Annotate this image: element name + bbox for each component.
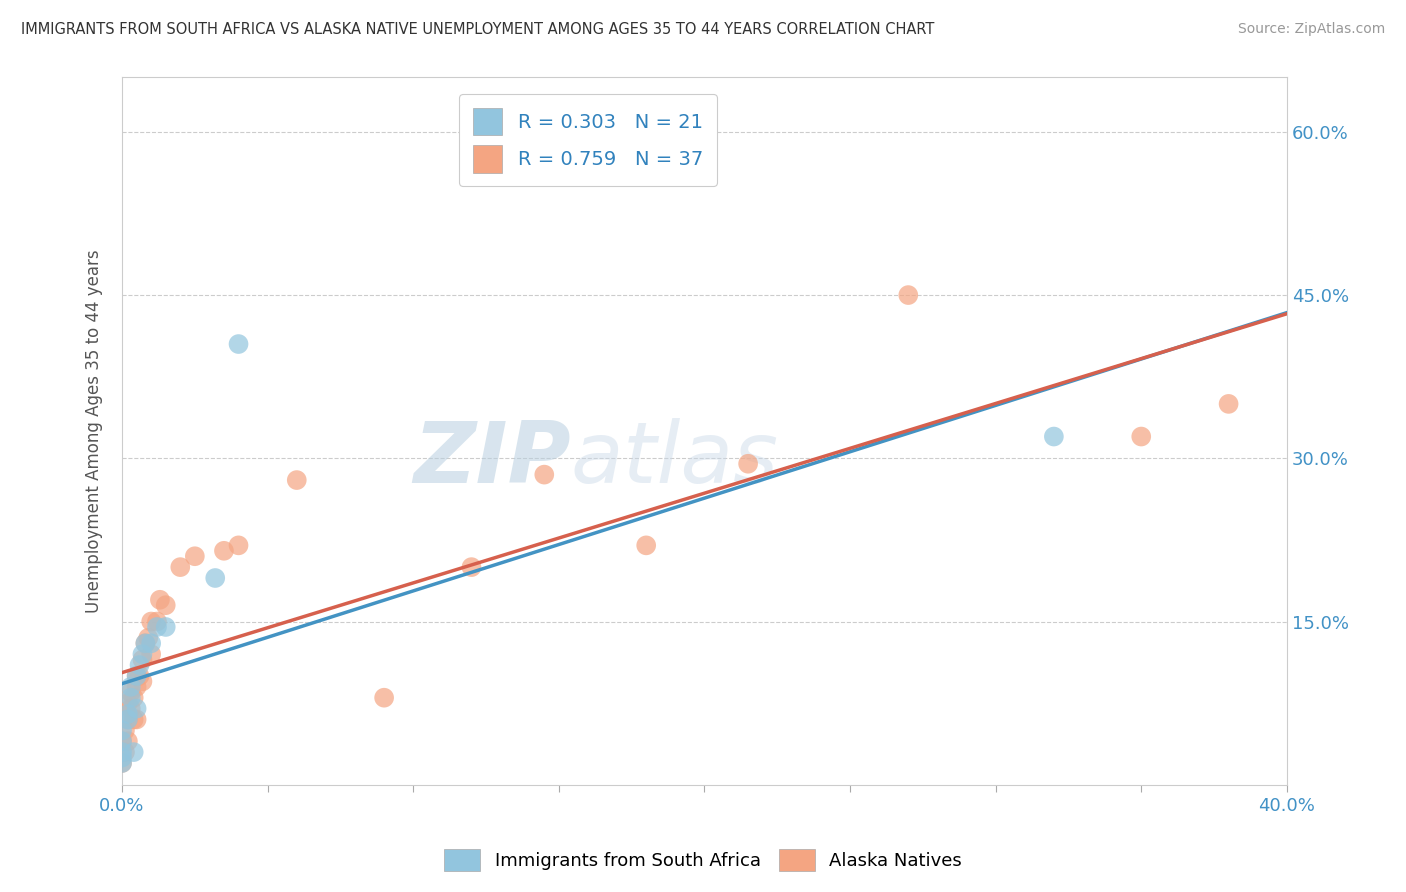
Point xyxy=(184,549,207,564)
Point xyxy=(120,680,142,694)
Point xyxy=(141,615,163,629)
Point xyxy=(128,658,150,673)
Point xyxy=(134,636,156,650)
Text: ZIP: ZIP xyxy=(413,417,571,501)
Point xyxy=(114,745,136,759)
Point xyxy=(117,713,139,727)
Point xyxy=(134,636,156,650)
Legend: R = 0.303   N = 21, R = 0.759   N = 37: R = 0.303 N = 21, R = 0.759 N = 37 xyxy=(460,95,717,186)
Point xyxy=(204,571,226,585)
Text: Source: ZipAtlas.com: Source: ZipAtlas.com xyxy=(1237,22,1385,37)
Point xyxy=(120,685,142,699)
Point xyxy=(125,713,148,727)
Point xyxy=(897,288,920,302)
Point xyxy=(146,615,169,629)
Y-axis label: Unemployment Among Ages 35 to 44 years: Unemployment Among Ages 35 to 44 years xyxy=(86,249,103,613)
Point xyxy=(111,723,134,738)
Point xyxy=(111,756,134,770)
Point xyxy=(122,745,145,759)
Legend: Immigrants from South Africa, Alaska Natives: Immigrants from South Africa, Alaska Nat… xyxy=(437,842,969,879)
Point xyxy=(117,713,139,727)
Point xyxy=(117,706,139,721)
Point xyxy=(149,592,172,607)
Point xyxy=(111,756,134,770)
Text: atlas: atlas xyxy=(571,417,779,501)
Point xyxy=(737,457,759,471)
Point xyxy=(136,631,159,645)
Point xyxy=(141,636,163,650)
Point xyxy=(131,674,153,689)
Point xyxy=(128,669,150,683)
Point xyxy=(117,734,139,748)
Point xyxy=(1130,429,1153,443)
Point xyxy=(228,337,250,351)
Point xyxy=(155,598,177,612)
Point xyxy=(141,647,163,661)
Point xyxy=(114,723,136,738)
Point xyxy=(111,745,134,759)
Point xyxy=(1218,397,1240,411)
Point xyxy=(111,734,134,748)
Point xyxy=(122,713,145,727)
Point xyxy=(125,669,148,683)
Point xyxy=(460,560,482,574)
Point xyxy=(122,690,145,705)
Point xyxy=(125,701,148,715)
Point xyxy=(125,669,148,683)
Point xyxy=(636,538,658,552)
Point xyxy=(533,467,555,482)
Point xyxy=(155,620,177,634)
Point xyxy=(373,690,395,705)
Point xyxy=(117,696,139,710)
Point xyxy=(131,652,153,666)
Point xyxy=(125,680,148,694)
Point xyxy=(111,734,134,748)
Text: IMMIGRANTS FROM SOUTH AFRICA VS ALASKA NATIVE UNEMPLOYMENT AMONG AGES 35 TO 44 Y: IMMIGRANTS FROM SOUTH AFRICA VS ALASKA N… xyxy=(21,22,935,37)
Point xyxy=(120,701,142,715)
Point xyxy=(1043,429,1066,443)
Point xyxy=(169,560,191,574)
Point xyxy=(131,647,153,661)
Point xyxy=(111,750,134,764)
Point xyxy=(285,473,308,487)
Point xyxy=(146,620,169,634)
Point xyxy=(228,538,250,552)
Point xyxy=(212,543,235,558)
Point xyxy=(120,690,142,705)
